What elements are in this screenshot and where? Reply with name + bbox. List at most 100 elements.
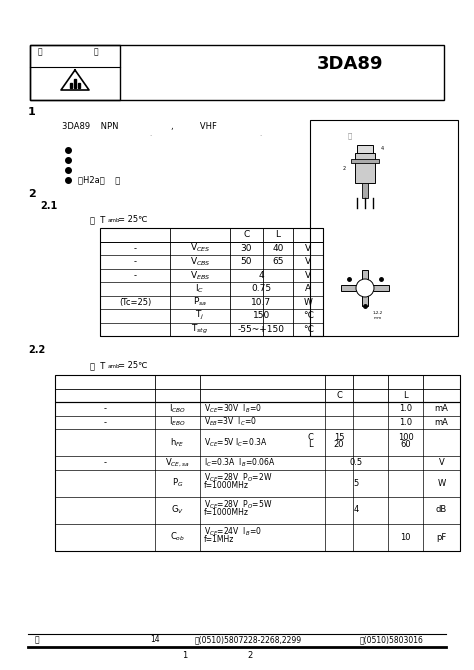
Text: 2: 2	[28, 189, 36, 199]
Text: V$_{CE}$=5V I$_C$=0.3A: V$_{CE}$=5V I$_C$=0.3A	[204, 436, 267, 449]
Text: V$_{EB}$=3V  I$_C$=0: V$_{EB}$=3V I$_C$=0	[204, 416, 257, 429]
Text: 20: 20	[334, 440, 344, 449]
Circle shape	[356, 279, 374, 297]
Text: 1: 1	[28, 107, 36, 117]
Text: 3DA89: 3DA89	[317, 55, 383, 73]
Text: 製: 製	[38, 48, 43, 56]
Text: 150: 150	[253, 312, 270, 320]
Bar	[362, 183, 368, 198]
Text: 30: 30	[241, 244, 252, 253]
Text: -: -	[103, 418, 107, 427]
Bar	[78, 83, 80, 88]
Bar	[355, 153, 375, 183]
Bar	[30, 45, 120, 100]
Text: -: -	[134, 271, 137, 280]
Text: (Tc=25): (Tc=25)	[119, 297, 151, 307]
Bar	[70, 83, 72, 88]
Text: C$_{ob}$: C$_{ob}$	[170, 531, 185, 543]
Text: 2: 2	[247, 651, 253, 661]
Text: V: V	[438, 458, 444, 467]
Text: mA: mA	[435, 418, 448, 427]
Text: h$_{FE}$: h$_{FE}$	[170, 436, 185, 449]
Text: I$_C$=0.3A  I$_B$=0.06A: I$_C$=0.3A I$_B$=0.06A	[204, 456, 276, 469]
Text: W: W	[303, 297, 312, 307]
Text: 1.0: 1.0	[399, 418, 412, 427]
Text: W: W	[438, 478, 446, 488]
Bar	[310, 120, 458, 336]
Text: I$_C$: I$_C$	[195, 283, 205, 295]
Text: 65: 65	[272, 257, 284, 266]
Text: 。  T: 。 T	[90, 216, 105, 224]
Text: 1.0: 1.0	[399, 404, 412, 413]
Text: -: -	[103, 458, 107, 467]
Text: 5: 5	[354, 478, 359, 488]
Text: T$_j$: T$_j$	[195, 309, 205, 322]
Text: -55~+150: -55~+150	[238, 325, 285, 334]
Text: V$_{CES}$: V$_{CES}$	[190, 242, 210, 255]
Text: 2: 2	[343, 165, 346, 170]
Text: 。  T: 。 T	[90, 362, 105, 371]
Text: f=1000MHz: f=1000MHz	[204, 508, 249, 517]
Text: I$_{CBO}$: I$_{CBO}$	[169, 403, 186, 415]
Bar	[100, 228, 323, 336]
Text: ：(0510)5807228-2268,2299: ：(0510)5807228-2268,2299	[195, 636, 302, 645]
Text: C: C	[307, 433, 313, 442]
Text: V: V	[305, 244, 311, 253]
Text: mA: mA	[435, 404, 448, 413]
Bar	[55, 375, 460, 402]
Text: 1,2,2: 1,2,2	[373, 311, 383, 315]
Text: V: V	[305, 271, 311, 280]
Text: G$_V$: G$_V$	[171, 504, 184, 517]
Text: 2.1: 2.1	[40, 201, 57, 211]
Text: 4: 4	[381, 147, 384, 151]
Text: 0.75: 0.75	[251, 284, 272, 293]
Text: -: -	[134, 244, 137, 253]
Text: = 25℃: = 25℃	[118, 216, 147, 224]
Text: 3DA89    NPN                    ,          VHF: 3DA89 NPN , VHF	[62, 121, 217, 131]
Text: 15: 15	[334, 433, 344, 442]
Text: V$_{CE}$=28V  P$_O$=5W: V$_{CE}$=28V P$_O$=5W	[204, 498, 273, 511]
Text: C: C	[243, 230, 250, 239]
Text: f=1MHz: f=1MHz	[204, 535, 234, 543]
Text: amb: amb	[108, 364, 120, 369]
Text: ℃: ℃	[303, 312, 313, 320]
Text: 100: 100	[398, 433, 413, 442]
Text: 2.2: 2.2	[28, 345, 45, 355]
Text: 14: 14	[150, 636, 160, 645]
Text: ：(0510)5803016: ：(0510)5803016	[360, 636, 424, 645]
Text: 4: 4	[259, 271, 264, 280]
Text: ：H2a（    ）: ：H2a（ ）	[78, 176, 120, 184]
Text: V$_{CBS}$: V$_{CBS}$	[190, 255, 210, 268]
Text: I$_{EBO}$: I$_{EBO}$	[169, 416, 186, 429]
Bar	[351, 159, 379, 163]
Text: -: -	[134, 257, 137, 266]
Text: V$_{CE}$=24V  I$_B$=0: V$_{CE}$=24V I$_B$=0	[204, 526, 262, 538]
Bar	[30, 45, 444, 100]
Text: T$_{stg}$: T$_{stg}$	[191, 323, 209, 336]
Text: 品: 品	[93, 48, 98, 56]
Text: V$_{CE,sa}$: V$_{CE,sa}$	[165, 457, 190, 469]
Text: L: L	[308, 440, 312, 449]
Text: -: -	[103, 404, 107, 413]
Text: 60: 60	[400, 440, 411, 449]
Text: 40: 40	[272, 244, 283, 253]
Bar	[357, 145, 373, 153]
Text: 1: 1	[182, 651, 188, 661]
Text: 0.5: 0.5	[350, 458, 363, 467]
Text: L: L	[275, 230, 281, 239]
Text: ：: ：	[35, 636, 40, 645]
Text: 10.7: 10.7	[251, 297, 272, 307]
Text: pF: pF	[437, 533, 447, 541]
Bar	[341, 285, 389, 291]
Text: V$_{CE}$=28V  P$_O$=2W: V$_{CE}$=28V P$_O$=2W	[204, 472, 273, 484]
Text: P$_G$: P$_G$	[172, 477, 183, 489]
Text: ℃: ℃	[303, 325, 313, 334]
Text: A: A	[305, 284, 311, 293]
Text: 4: 4	[354, 505, 359, 515]
Text: dB: dB	[436, 505, 447, 515]
Bar	[55, 402, 460, 551]
Text: ：: ：	[348, 133, 352, 139]
Text: V$_{CE}$=30V  I$_B$=0: V$_{CE}$=30V I$_B$=0	[204, 403, 262, 415]
Text: 10: 10	[400, 533, 411, 541]
Text: ·: ·	[149, 133, 151, 139]
